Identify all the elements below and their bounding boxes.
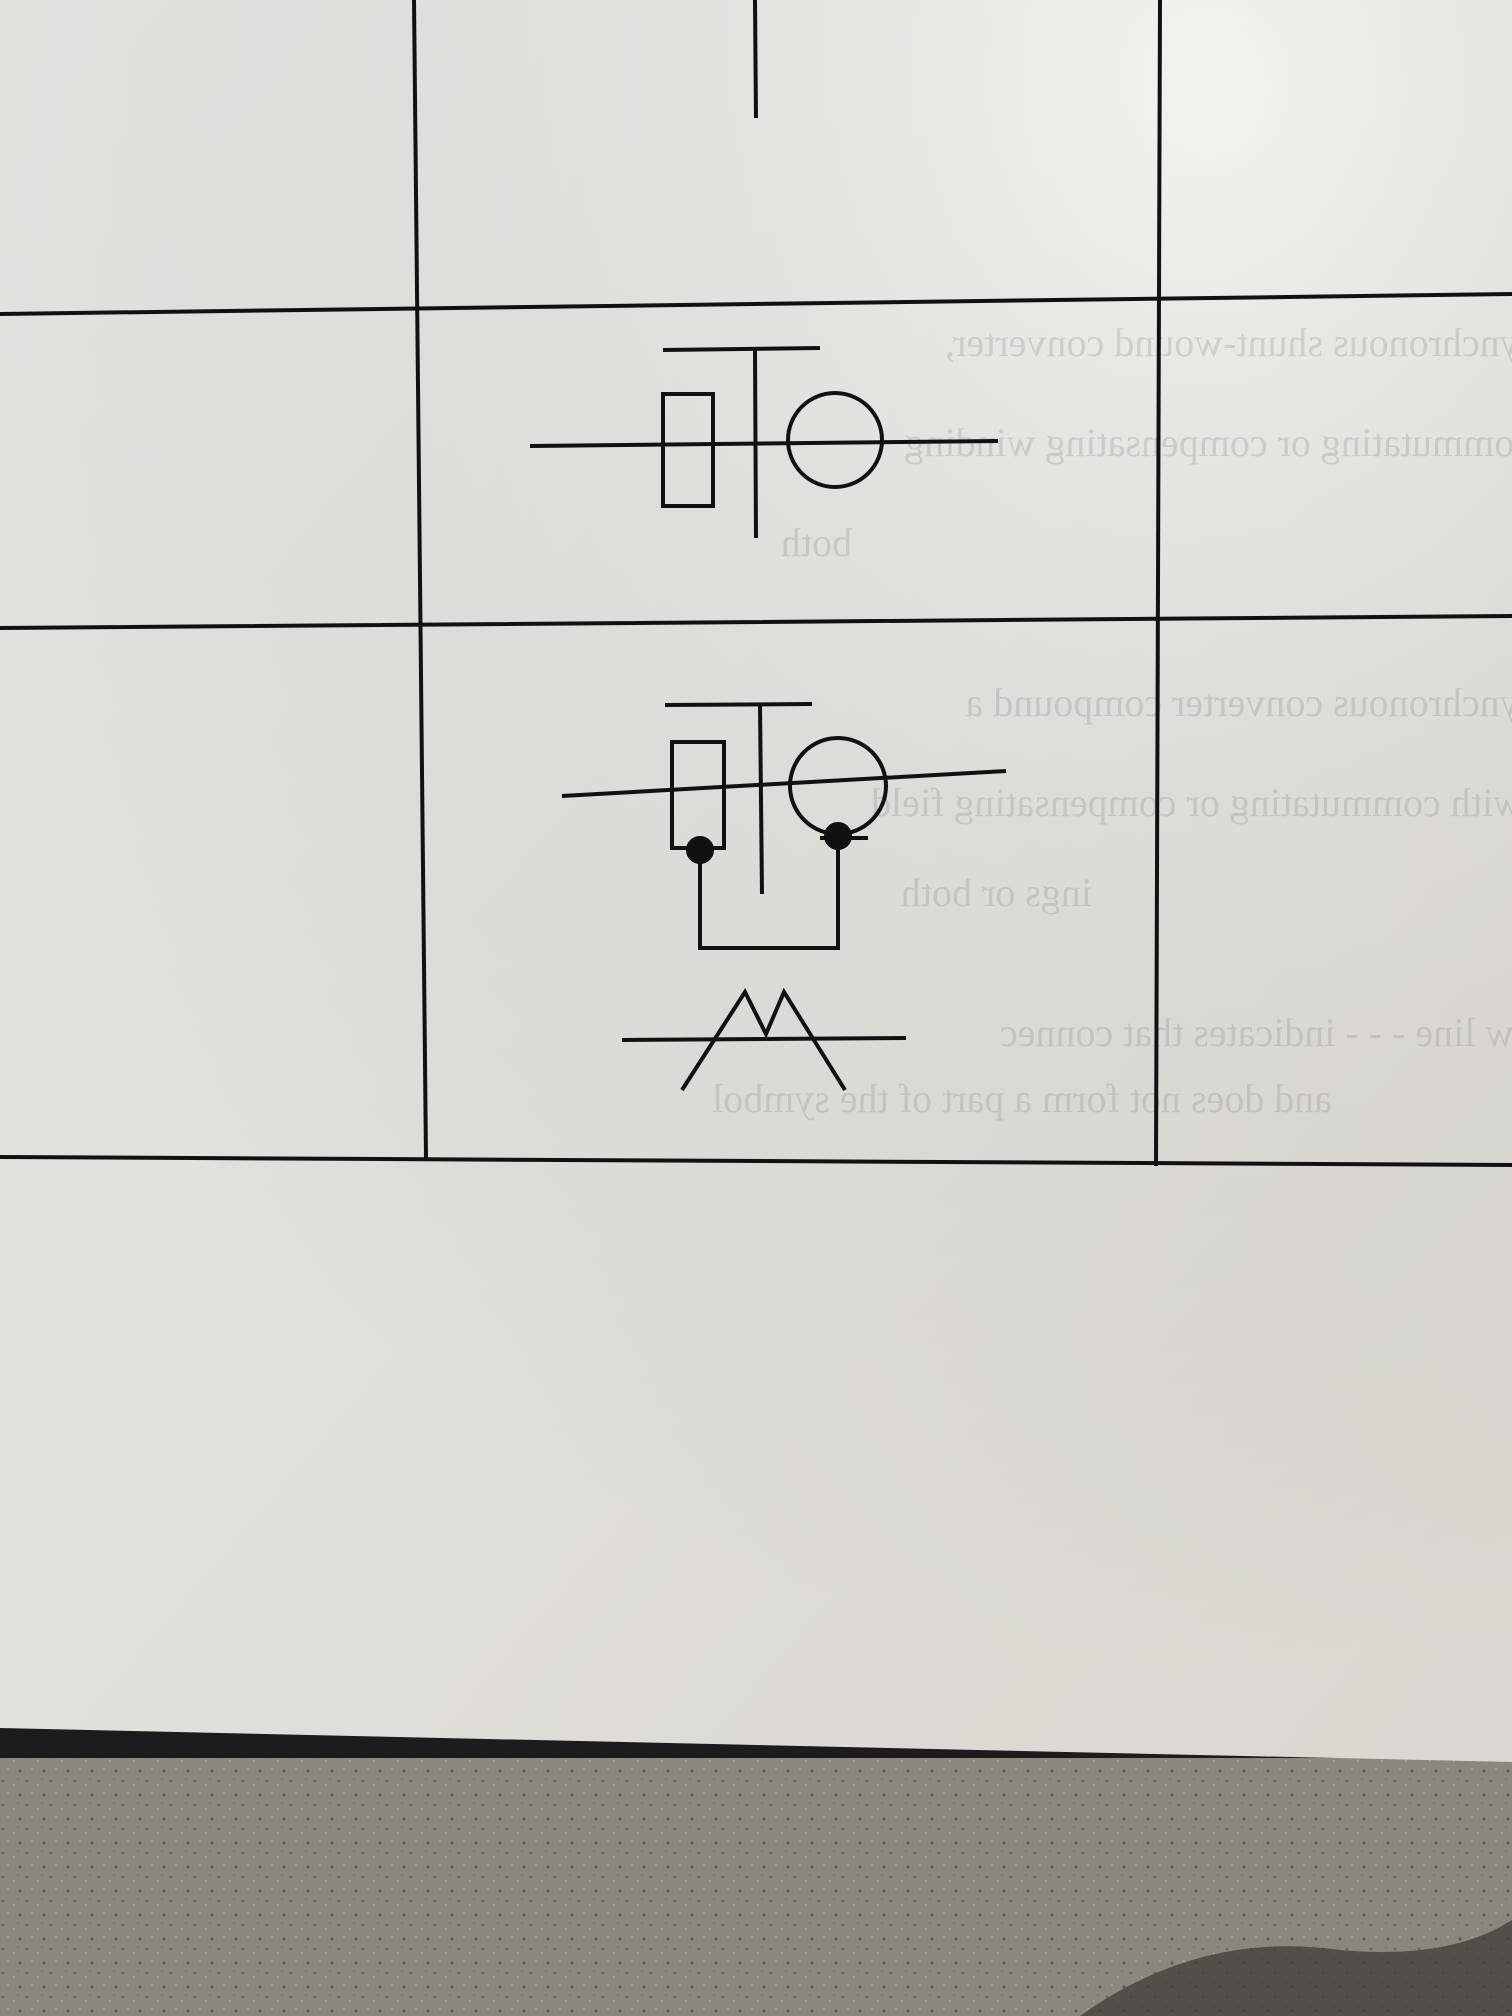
grid-line-h2 (0, 613, 1512, 631)
paper-shading (0, 0, 1512, 1762)
symbol-table-grid (0, 0, 1512, 1168)
ghost-line-7: ew line - - - indicates that connec (1000, 1010, 1512, 1055)
ghost-line-8: and does not form a part of the symbol (712, 1076, 1332, 1121)
ghost-line-2: commutating or compensating winding (904, 420, 1512, 465)
symbol-commutator-box (661, 392, 715, 508)
symbol-winding-zigzag (680, 987, 847, 1092)
ghost-line-5: with commutating or compensating field (871, 780, 1512, 825)
grid-line-h1 (0, 291, 1512, 317)
grid-line-v1 (411, 0, 429, 1161)
symbol-top-bar (664, 702, 813, 707)
ghost-line-6: ings or both (901, 870, 1092, 915)
ghost-line-3: both (781, 520, 852, 565)
bleed-through-text: Synchronous shunt-wound converter, commu… (712, 320, 1512, 1121)
symbol-winding-baseline (621, 1036, 907, 1042)
symbol-rotary-converter (529, 346, 999, 539)
grid-line-h3 (0, 1154, 1512, 1168)
symbol-armature-circle (786, 391, 884, 489)
symbol-axis-line (561, 769, 1007, 798)
symbol-center-stem (758, 704, 764, 895)
ghost-line-4: Synchronous converter compound a (965, 680, 1512, 725)
symbol-interconnection (698, 836, 840, 950)
symbol-axis-line (529, 439, 999, 448)
ghost-line-1: Synchronous shunt-wound converter, (945, 320, 1512, 365)
symbol-rotary-converter-with-interconnection-and-winding (561, 702, 1007, 1092)
symbol-top-bar (662, 346, 821, 352)
symbol-stroke (753, 0, 758, 119)
grid-line-v2 (1153, 0, 1163, 1167)
symbol-partial-vertical-line (753, 0, 758, 119)
surface-dark-patch (1080, 1920, 1512, 2016)
